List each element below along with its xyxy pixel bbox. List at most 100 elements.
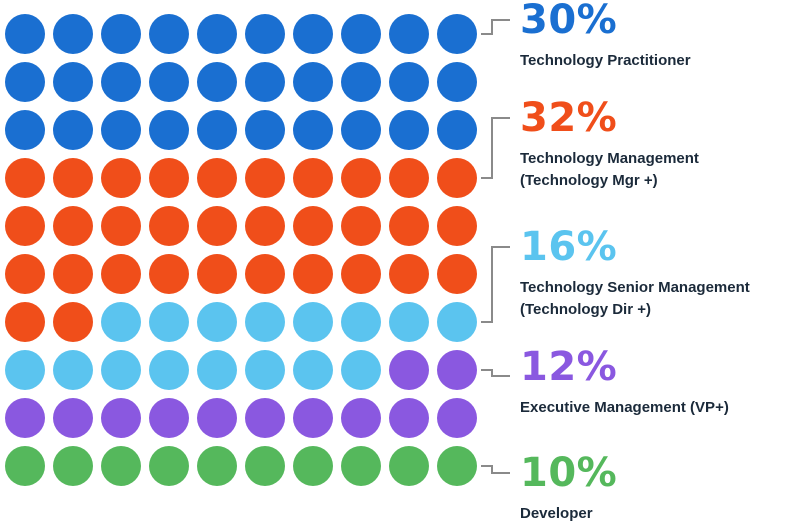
waffle-dot [341,302,381,342]
waffle-dot [437,158,477,198]
waffle-dot [53,254,93,294]
percent-label: 30% [520,0,618,43]
waffle-dot [245,14,285,54]
waffle-dot [101,446,141,486]
waffle-dot [293,158,333,198]
waffle-dot [5,302,45,342]
waffle-dot [389,206,429,246]
waffle-dot [149,446,189,486]
waffle-dot [341,254,381,294]
connector-line [481,369,510,377]
legend-technology-practitioner: 30% Technology Practitioner [520,0,800,72]
waffle-dot [197,302,237,342]
waffle-dot [341,350,381,390]
waffle-dot [53,206,93,246]
waffle-dot [5,110,45,150]
percent-label: 16% [520,224,618,270]
waffle-dot [149,110,189,150]
waffle-dot [53,302,93,342]
waffle-dot [437,302,477,342]
waffle-dot [341,110,381,150]
waffle-dot [245,446,285,486]
waffle-dot [101,62,141,102]
waffle-dot [341,158,381,198]
waffle-dot [437,14,477,54]
waffle-dot [53,350,93,390]
percent-label: 12% [520,344,618,390]
waffle-dot [101,350,141,390]
waffle-dot [293,350,333,390]
category-label: Developer [520,505,593,522]
waffle-dot [293,398,333,438]
waffle-dot [149,62,189,102]
waffle-dot [341,62,381,102]
waffle-dot [101,110,141,150]
waffle-dot [341,14,381,54]
category-label-line2: (Technology Mgr +) [520,172,658,189]
waffle-dot [293,14,333,54]
category-label-line2: (Technology Dir +) [520,301,651,318]
waffle-dot [197,446,237,486]
waffle-dot [197,350,237,390]
waffle-dot [53,398,93,438]
percent-label: 32% [520,95,618,141]
waffle-dot [389,110,429,150]
waffle-dot [341,206,381,246]
waffle-dot [53,14,93,54]
waffle-dot [245,206,285,246]
waffle-dot [53,158,93,198]
connector-line [481,117,510,179]
waffle-dot [341,398,381,438]
waffle-dot [389,398,429,438]
waffle-dot [197,14,237,54]
connector-line [481,19,510,35]
waffle-dot [293,254,333,294]
waffle-dot [245,62,285,102]
legend-technology-senior-management: 16% Technology Senior Management (Techno… [520,227,800,321]
waffle-dot [5,158,45,198]
waffle-dot [245,110,285,150]
waffle-dot [149,302,189,342]
waffle-dot [53,62,93,102]
legend-executive-management: 12% Executive Management (VP+) [520,347,800,419]
waffle-dot [389,14,429,54]
waffle-dot [5,398,45,438]
waffle-dot [245,302,285,342]
category-label: Technology Senior Management (Technology… [520,277,800,321]
waffle-dot [53,110,93,150]
waffle-dot [149,398,189,438]
waffle-dot [197,62,237,102]
waffle-dot [197,206,237,246]
waffle-dot [5,62,45,102]
waffle-dot [437,350,477,390]
waffle-dot [245,254,285,294]
waffle-dot [5,350,45,390]
waffle-dot [149,158,189,198]
waffle-dot [197,110,237,150]
waffle-dot [245,398,285,438]
waffle-dot [437,206,477,246]
connector-line [481,246,510,323]
waffle-dot [101,14,141,54]
waffle-dot [437,446,477,486]
waffle-dot [149,14,189,54]
waffle-dot [197,254,237,294]
waffle-dot [245,158,285,198]
waffle-dot [437,110,477,150]
category-label: Technology Management (Technology Mgr +) [520,148,800,192]
waffle-dot [149,206,189,246]
category-label-line1: Technology Senior Management [520,279,750,296]
waffle-dot [389,158,429,198]
waffle-dot [341,446,381,486]
waffle-dot [293,446,333,486]
waffle-dot [293,206,333,246]
waffle-dot [5,14,45,54]
waffle-dot [293,302,333,342]
waffle-dot [437,398,477,438]
waffle-dot [389,62,429,102]
waffle-dot [389,254,429,294]
waffle-dot [5,446,45,486]
legend-technology-management: 32% Technology Management (Technology Mg… [520,98,800,192]
waffle-dot [389,302,429,342]
